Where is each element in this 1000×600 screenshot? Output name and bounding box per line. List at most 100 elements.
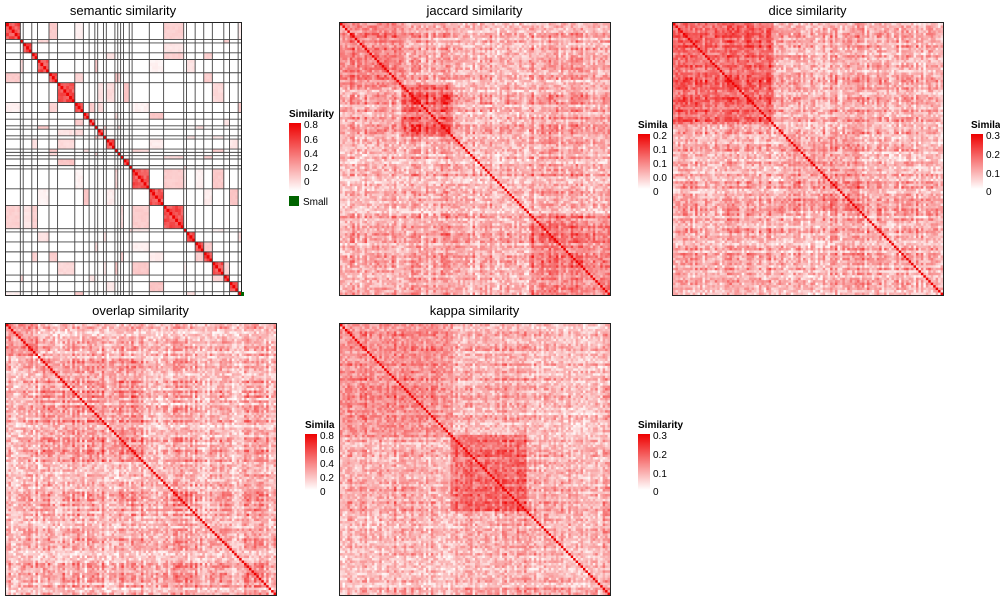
heatmap-cell [583, 57, 586, 61]
heatmap-cell [565, 72, 569, 76]
heatmap-cell [157, 285, 162, 289]
heatmap-cell [218, 228, 222, 233]
heatmap-cell [126, 92, 130, 97]
heatmap-cell [80, 29, 84, 34]
heatmap-cell [465, 60, 468, 63]
heatmap-cell [597, 77, 601, 81]
heatmap-cell [514, 102, 518, 105]
heatmap-cell [206, 192, 210, 196]
heatmap-cell [592, 84, 596, 88]
heatmap-cell [497, 65, 500, 68]
heatmap-cell [423, 50, 427, 54]
heatmap-cell [524, 40, 527, 44]
heatmap-cell [430, 94, 434, 98]
heatmap-cell [445, 27, 449, 31]
heatmap-cell [347, 55, 351, 58]
heatmap-cell [367, 32, 370, 36]
heatmap-cell [411, 45, 414, 49]
heatmap-cell [369, 84, 373, 88]
heatmap-cell [367, 40, 370, 44]
heatmap-cell [389, 40, 392, 44]
heatmap-cell [462, 92, 466, 96]
heatmap-cell [452, 84, 456, 88]
heatmap-cell [565, 55, 569, 58]
heatmap-cell [192, 238, 196, 243]
heatmap-cell [497, 79, 500, 83]
heatmap-cell [396, 40, 400, 44]
heatmap-cell [357, 57, 360, 61]
heatmap-cell [533, 30, 537, 34]
heatmap-cell [359, 50, 363, 54]
heatmap-cell [502, 30, 505, 34]
heatmap-cell [533, 87, 537, 91]
heatmap-cell [112, 188, 116, 193]
heatmap-cell [524, 62, 527, 66]
heatmap-cell [6, 79, 10, 84]
heatmap-cell [31, 56, 36, 60]
heatmap-cell [531, 99, 535, 103]
heatmap-cell [374, 69, 378, 73]
heatmap-cell [452, 89, 456, 93]
heatmap-cell [411, 27, 414, 31]
legend-tick: 0.2 [304, 164, 318, 174]
heatmap-cell [425, 23, 429, 26]
heatmap-cell [74, 32, 78, 37]
heatmap-cell [585, 97, 589, 100]
heatmap-cell [430, 45, 434, 49]
heatmap-cell [166, 208, 170, 213]
heatmap-cell [215, 135, 219, 140]
heatmap-cell [430, 72, 434, 76]
heatmap-cell [597, 50, 601, 54]
heatmap-cell [369, 99, 373, 103]
heatmap-cell [428, 60, 432, 63]
heatmap-cell [433, 62, 437, 66]
heatmap-cell [69, 86, 73, 90]
heatmap-cell [169, 185, 173, 190]
heatmap-cell [428, 32, 432, 36]
heatmap-cell [580, 40, 584, 44]
heatmap-cell [553, 62, 557, 66]
heatmap-cell [452, 74, 456, 78]
heatmap-cell [524, 67, 527, 71]
heatmap-cell [342, 87, 346, 91]
heatmap-cell [137, 205, 142, 210]
heatmap-cell [369, 57, 373, 61]
heatmap-cell [37, 235, 41, 239]
heatmap-cell [506, 99, 510, 103]
heatmap-cell [6, 225, 10, 230]
heatmap-cell [149, 66, 153, 70]
heatmap-cell [408, 23, 412, 26]
heatmap-cell [34, 205, 38, 210]
heatmap-cell [543, 42, 547, 46]
heatmap-cell [77, 102, 81, 107]
heatmap-cell [587, 94, 591, 98]
heatmap-cell [558, 27, 562, 31]
heatmap-cell [384, 47, 387, 51]
heatmap-cell [344, 47, 348, 51]
heatmap-cell [379, 65, 383, 68]
heatmap-cell [403, 55, 407, 58]
heatmap-cell [438, 84, 441, 88]
heatmap-cell [565, 62, 569, 66]
heatmap-cell [340, 50, 343, 54]
heatmap-cell [519, 69, 522, 73]
heatmap-cell [403, 74, 407, 78]
heatmap-cell [521, 62, 525, 66]
heatmap-cell [357, 30, 360, 34]
heatmap-cell [568, 82, 572, 86]
heatmap-cell [452, 82, 456, 86]
heatmap-cell [536, 35, 540, 39]
heatmap-cell [494, 72, 498, 76]
heatmap-cell [563, 74, 567, 78]
heatmap-cell [347, 67, 351, 71]
heatmap-cell [602, 45, 606, 49]
heatmap-cell [492, 89, 495, 93]
heatmap-cell [556, 65, 559, 68]
heatmap-cell [521, 67, 525, 71]
heatmap-cell [465, 27, 468, 31]
heatmap-cell [367, 65, 370, 68]
heatmap-cell [146, 218, 150, 223]
heatmap-cell [379, 60, 383, 63]
heatmap-cell [48, 109, 53, 113]
heatmap-cell [421, 27, 424, 31]
